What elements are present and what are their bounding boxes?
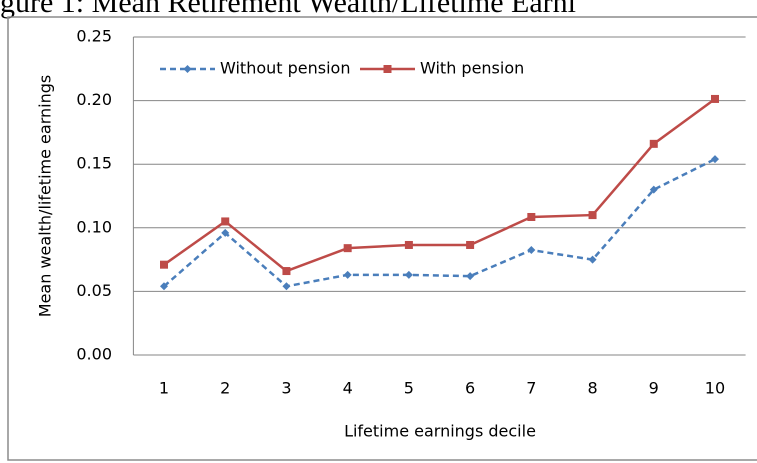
series-line <box>163 157 716 288</box>
marker <box>383 65 392 73</box>
marker <box>588 211 597 220</box>
legend-label: Without pension <box>220 59 350 78</box>
x-tick-label: 2 <box>220 379 230 398</box>
chart-title: gure 1: Mean Retirement Wealth/Lifetime … <box>0 0 576 19</box>
marker <box>466 272 475 281</box>
marker <box>404 240 413 249</box>
marker <box>404 270 413 279</box>
marker <box>160 282 169 291</box>
marker <box>183 65 192 73</box>
marker <box>160 260 169 269</box>
marker <box>282 282 291 291</box>
x-tick-label: 1 <box>159 379 169 398</box>
x-tick-label: 4 <box>343 379 353 398</box>
marker <box>527 246 536 255</box>
x-tick-label: 6 <box>465 379 475 398</box>
x-tick-label: 8 <box>587 379 597 398</box>
marker <box>221 228 230 237</box>
marker <box>343 244 352 253</box>
marker <box>710 94 719 103</box>
x-tick-label: 7 <box>526 379 536 398</box>
y-tick-label: 0.00 <box>76 345 112 364</box>
marker <box>649 185 658 194</box>
marker <box>466 240 475 249</box>
y-tick-label: 0.10 <box>76 217 112 236</box>
y-tick-label: 0.20 <box>76 90 112 109</box>
marker <box>282 267 291 276</box>
marker <box>527 212 536 221</box>
marker <box>221 217 230 226</box>
legend-label: With pension <box>420 59 524 78</box>
marker <box>710 155 719 164</box>
x-tick-label: 10 <box>705 379 725 398</box>
y-axis-label: Mean wealth/lifetime earnings <box>36 75 55 317</box>
x-tick-label: 5 <box>404 379 414 398</box>
x-axis-label: Lifetime earnings decile <box>344 422 536 441</box>
y-tick-label: 0.25 <box>76 27 112 46</box>
y-tick-label: 0.15 <box>76 154 112 173</box>
marker <box>343 270 352 279</box>
series-line <box>163 97 716 273</box>
marker <box>649 139 658 148</box>
x-tick-label: 9 <box>649 379 659 398</box>
y-tick-label: 0.05 <box>76 281 112 300</box>
marker <box>588 255 597 264</box>
x-tick-label: 3 <box>281 379 291 398</box>
chart-frame <box>7 16 757 461</box>
